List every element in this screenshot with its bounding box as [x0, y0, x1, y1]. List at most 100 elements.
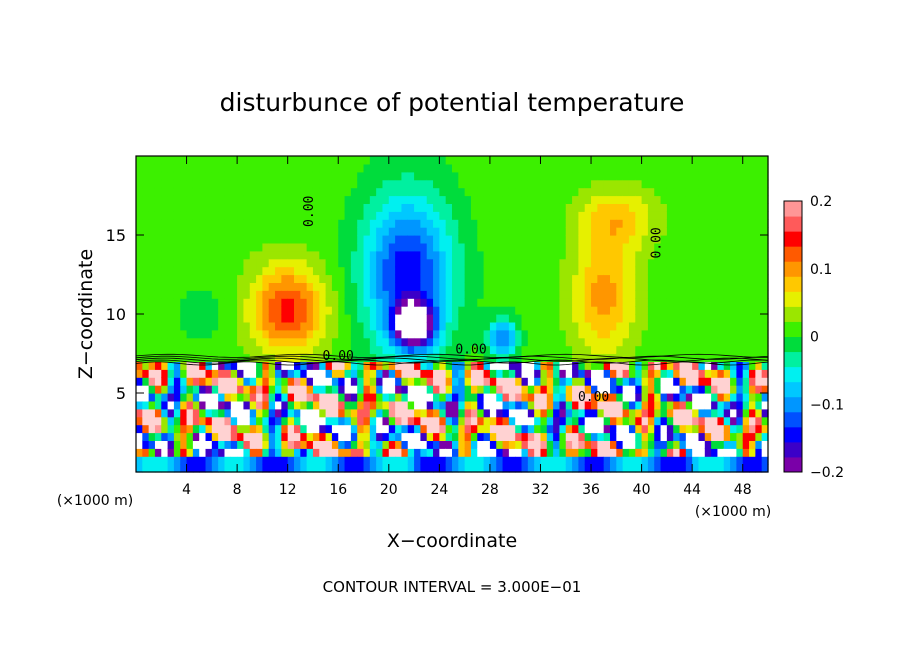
field-cell — [666, 369, 674, 378]
field-cell — [704, 179, 712, 189]
field-cell — [401, 235, 409, 244]
field-cell — [559, 219, 567, 228]
field-cell — [218, 187, 226, 197]
field-cell — [540, 211, 548, 220]
field-cell — [489, 203, 497, 212]
field-cell — [395, 235, 403, 244]
field-cell — [527, 440, 535, 449]
field-cell — [325, 337, 333, 347]
field-cell — [470, 235, 478, 244]
field-cell — [338, 195, 346, 204]
field-cell — [458, 203, 466, 212]
field-cell — [395, 195, 403, 204]
field-cell — [237, 274, 245, 283]
field-cell — [717, 448, 725, 457]
field-cell — [249, 337, 257, 347]
field-cell — [628, 400, 636, 410]
field-cell — [256, 211, 263, 220]
field-cell — [527, 227, 535, 236]
field-cell — [382, 227, 390, 236]
field-cell — [395, 393, 403, 402]
field-cell — [192, 258, 200, 268]
field-cell — [679, 163, 687, 173]
field-cell — [572, 393, 579, 402]
field-cell — [679, 227, 687, 236]
field-cell — [186, 345, 194, 355]
field-cell — [218, 282, 226, 291]
field-cell — [508, 258, 516, 268]
field-cell — [452, 211, 459, 220]
field-cell — [300, 179, 308, 189]
field-cell — [275, 321, 282, 331]
field-cell — [496, 456, 504, 465]
field-cell — [635, 416, 643, 426]
field-cell — [730, 369, 737, 378]
field-cell — [559, 235, 567, 244]
field-cell — [591, 464, 598, 473]
field-cell — [458, 171, 466, 181]
field-cell — [331, 163, 339, 173]
field-cell — [173, 203, 181, 212]
field-cell — [325, 274, 333, 283]
field-cell — [546, 408, 554, 418]
field-cell — [268, 345, 276, 355]
field-cell — [180, 353, 188, 362]
field-cell — [205, 250, 213, 260]
field-cell — [376, 290, 384, 299]
field-cell — [464, 424, 472, 434]
field-cell — [445, 448, 453, 457]
field-cell — [382, 250, 390, 260]
field-cell — [173, 385, 181, 394]
field-cell — [584, 416, 592, 426]
field-cell — [249, 314, 257, 323]
field-cell — [186, 235, 194, 244]
field-cell — [559, 306, 567, 315]
field-cell — [704, 440, 712, 449]
field-cell — [287, 321, 295, 331]
field-cell — [496, 171, 504, 181]
field-cell — [470, 203, 478, 212]
field-cell — [515, 298, 523, 307]
field-cell — [180, 345, 188, 355]
field-cell — [534, 377, 542, 386]
field-cell — [445, 187, 453, 197]
field-cell — [319, 377, 327, 386]
field-cell — [502, 242, 510, 252]
field-cell — [167, 353, 175, 362]
field-cell — [521, 329, 529, 339]
field-cell — [249, 171, 257, 181]
field-cell — [180, 306, 188, 315]
field-cell — [433, 250, 440, 260]
field-cell — [243, 432, 251, 441]
field-cell — [622, 337, 630, 347]
field-cell — [534, 290, 542, 299]
field-cell — [749, 250, 756, 260]
field-cell — [300, 329, 308, 339]
field-cell — [692, 290, 700, 299]
field-cell — [275, 424, 282, 434]
field-cell — [350, 329, 358, 339]
field-cell — [281, 456, 289, 465]
field-cell — [660, 393, 668, 402]
field-cell — [211, 266, 219, 276]
field-cell — [489, 329, 497, 339]
field-cell — [704, 156, 712, 165]
field-cell — [205, 314, 213, 323]
field-cell — [546, 242, 554, 252]
field-cell — [325, 179, 333, 189]
field-cell — [477, 163, 485, 173]
field-cell — [300, 219, 308, 228]
field-cell — [458, 250, 466, 260]
field-cell — [148, 163, 156, 173]
field-cell — [502, 369, 510, 378]
field-cell — [186, 156, 194, 165]
field-cell — [483, 171, 491, 181]
field-cell — [420, 156, 428, 165]
field-cell — [325, 290, 333, 299]
field-cell — [407, 156, 415, 165]
field-cell — [515, 329, 523, 339]
field-cell — [591, 448, 598, 457]
field-cell — [161, 274, 169, 283]
field-cell — [382, 171, 390, 181]
field-cell — [306, 353, 314, 362]
